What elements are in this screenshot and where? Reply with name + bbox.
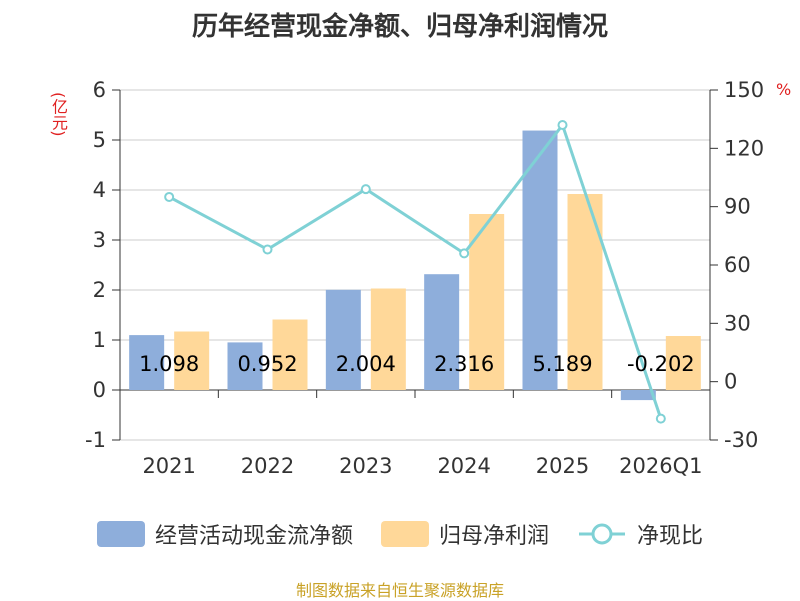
y-left-tick-label: 3 xyxy=(93,228,106,252)
bar-net-profit xyxy=(272,319,308,390)
ratio-point xyxy=(360,184,371,195)
legend-label-net-profit: 归母净利润 xyxy=(438,524,549,549)
y-left-tick-label: 4 xyxy=(93,178,106,202)
bar-net-profit xyxy=(370,288,406,390)
x-tick-label: 2024 xyxy=(437,454,490,478)
left-axis-unit: (亿元) xyxy=(49,92,68,137)
bar-net-profit xyxy=(469,214,505,390)
x-tick-label: 2023 xyxy=(339,454,392,478)
y-right-tick-label: 30 xyxy=(724,311,751,335)
y-left-tick-label: 2 xyxy=(93,278,106,302)
bar-operating-cash xyxy=(227,342,263,390)
y-left-tick-label: 1 xyxy=(93,328,106,352)
y-right-tick-label: -30 xyxy=(724,428,758,452)
x-tick-label: 2022 xyxy=(241,454,294,478)
data-label: 2.316 xyxy=(434,352,494,376)
legend-item-net-profit[interactable]: 归母净利润 xyxy=(380,518,549,550)
right-axis-unit: % xyxy=(776,80,792,99)
legend: 经营活动现金流净额 归母净利润 净现比 xyxy=(0,517,800,551)
data-label: 0.952 xyxy=(237,352,297,376)
data-label: 2.004 xyxy=(336,352,396,376)
y-right-tick-label: 150 xyxy=(724,78,764,102)
bar-operating-cash xyxy=(620,390,656,401)
ratio-point xyxy=(262,244,273,255)
legend-label-operating-cash: 经营活动现金流净额 xyxy=(154,524,353,549)
bar-operating-cash xyxy=(424,274,460,390)
data-label: 5.189 xyxy=(532,352,592,376)
legend-swatch-net-profit xyxy=(380,521,429,547)
y-right-tick-label: 60 xyxy=(724,253,751,277)
legend-swatch-ratio xyxy=(579,523,625,545)
y-left-tick-label: -1 xyxy=(85,428,106,452)
ratio-point xyxy=(655,413,666,424)
legend-label-ratio: 净现比 xyxy=(637,524,704,549)
bar-operating-cash xyxy=(325,289,361,390)
data-label: 1.098 xyxy=(139,352,199,376)
bar-net-profit xyxy=(174,331,210,390)
ratio-line xyxy=(168,121,663,420)
y-right-tick-label: 90 xyxy=(724,195,751,219)
y-right-tick-label: 120 xyxy=(724,136,764,160)
x-tick-label: 2025 xyxy=(536,454,589,478)
y-right-tick-label: 0 xyxy=(724,370,737,394)
ratio-point xyxy=(459,248,470,259)
source-note: 制图数据来自恒生聚源数据库 xyxy=(295,581,504,600)
ratio-point xyxy=(557,120,568,130)
legend-item-ratio[interactable]: 净现比 xyxy=(577,518,703,550)
chart-title: 历年经营现金净额、归母净利润情况 xyxy=(191,12,608,42)
bar-operating-cash xyxy=(522,130,558,391)
bar-operating-cash xyxy=(129,335,165,390)
legend-swatch-operating-cash xyxy=(96,521,145,547)
x-tick-label: 2026Q1 xyxy=(619,454,702,478)
y-left-tick-label: 6 xyxy=(93,78,106,102)
legend-item-operating-cash[interactable]: 经营活动现金流净额 xyxy=(96,518,353,550)
x-tick-label: 2021 xyxy=(142,454,195,478)
ratio-point xyxy=(164,191,175,202)
y-left-tick-label: 0 xyxy=(93,378,106,402)
y-left-tick-label: 5 xyxy=(93,128,106,152)
bar-net-profit xyxy=(665,336,701,390)
data-label: -0.202 xyxy=(627,352,695,376)
